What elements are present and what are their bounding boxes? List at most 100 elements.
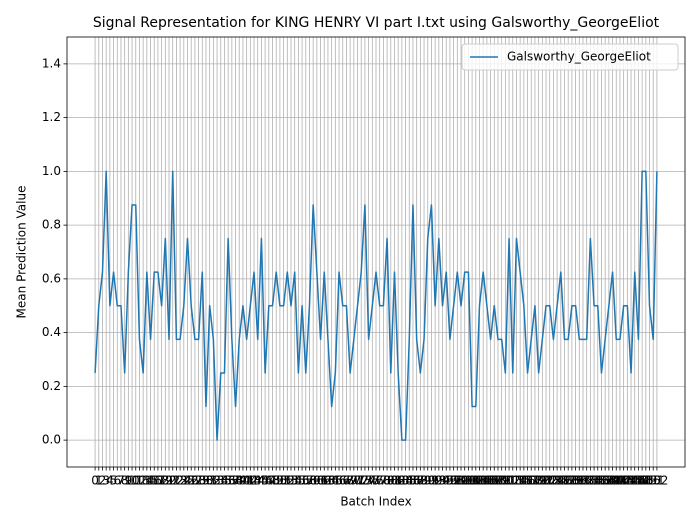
x-tick-label: 108 [483,474,506,488]
x-tick-label: 127 [553,474,576,488]
x-tick-label: 43 [246,474,261,488]
x-tick-label: 69 [342,474,357,488]
x-tick-label: 68 [339,474,354,488]
x-tick-label: 134 [579,474,602,488]
x-tick-label: 79 [379,474,394,488]
x-tick-label: 14 [139,474,154,488]
x-tick-label: 33 [209,474,224,488]
x-tick-label: 89 [416,474,431,488]
x-tick-label: 61 [313,474,328,488]
x-tick-label: 15 [143,474,158,488]
x-tick-label: 11 [128,474,143,488]
plot-frame [66,36,686,468]
x-tick-label: 99 [453,474,468,488]
x-tick-label: 23 [172,474,187,488]
x-tick-label: 85 [402,474,417,488]
x-tick-label: 86 [405,474,420,488]
x-tick-label: 50 [272,474,287,488]
x-tick-label: 129 [560,474,583,488]
x-tick-label: 2 [99,474,107,488]
x-tick-label: 118 [520,474,543,488]
x-tick-label: 112 [498,474,521,488]
x-tick-label: 137 [590,474,613,488]
x-tick-label: 72 [354,474,369,488]
x-tick-label: 139 [597,474,620,488]
x-tick-label: 122 [535,474,558,488]
x-tick-label: 96 [442,474,457,488]
x-axis-label: Batch Index [340,495,411,509]
x-tick-label: 13 [136,474,151,488]
x-tick-label: 80 [383,474,398,488]
x-tick-label: 150 [638,474,661,488]
y-tick-label: 0.8 [42,218,61,232]
x-tick-label: 3 [102,474,110,488]
x-tick-label: 48 [265,474,280,488]
x-tick-label: 75 [365,474,380,488]
x-tick-label: 57 [298,474,313,488]
x-tick-label: 29 [195,474,210,488]
x-tick-label: 94 [435,474,450,488]
x-tick-label: 125 [546,474,569,488]
x-tick-label: 133 [575,474,598,488]
x-tick-label: 46 [257,474,272,488]
x-tick-label: 36 [221,474,236,488]
x-tick-label: 81 [387,474,402,488]
x-tick-label: 40 [235,474,250,488]
x-tick-label: 130 [564,474,587,488]
x-tick-label: 149 [634,474,657,488]
x-tick-label: 38 [228,474,243,488]
x-tick-label: 120 [527,474,550,488]
x-tick-label: 105 [472,474,495,488]
x-tick-label: 145 [620,474,643,488]
y-tick-label: 1.2 [42,110,61,124]
x-tick-label: 55 [291,474,306,488]
x-tick-label: 77 [372,474,387,488]
x-tick-label: 64 [324,474,339,488]
x-tick-label: 65 [328,474,343,488]
x-tick-label: 104 [468,474,491,488]
x-tick-label: 140 [601,474,624,488]
x-tick-label: 152 [645,474,668,488]
x-tick-label: 97 [446,474,461,488]
x-tick-label: 126 [549,474,572,488]
legend-label: Galsworthy_GeorgeEliot [507,50,651,64]
x-tick-label: 117 [516,474,539,488]
x-tick-label: 10 [124,474,139,488]
legend-box [461,43,679,71]
x-tick-label: 114 [505,474,528,488]
x-tick-label: 141 [605,474,628,488]
x-tick-label: 16 [147,474,162,488]
x-tick-label: 47 [261,474,276,488]
chart-title: Signal Representation for KING HENRY VI … [93,15,660,31]
x-tick-label: 42 [243,474,258,488]
x-tick-label: 132 [572,474,595,488]
x-tick-label: 6 [113,474,121,488]
x-tick-label: 18 [154,474,169,488]
x-tick-label: 53 [283,474,298,488]
x-tick-label: 76 [368,474,383,488]
x-tick-label: 136 [586,474,609,488]
x-tick-label: 17 [150,474,165,488]
x-tick-label: 90 [420,474,435,488]
x-tick-label: 22 [169,474,184,488]
y-tick-label: 1.0 [42,164,61,178]
x-tick-label: 148 [631,474,654,488]
x-tick-label: 37 [224,474,239,488]
x-tick-label: 56 [294,474,309,488]
x-tick-label: 59 [306,474,321,488]
x-tick-label: 39 [232,474,247,488]
x-tick-label: 7 [117,474,125,488]
x-tick-label: 27 [187,474,202,488]
x-tick-label: 111 [494,474,517,488]
x-tick-label: 147 [627,474,650,488]
x-tick-label: 102 [461,474,484,488]
x-tick-label: 142 [608,474,631,488]
x-tick-label: 25 [180,474,195,488]
y-tick-label: 1.4 [42,56,61,70]
x-tick-label: 93 [431,474,446,488]
y-tick-label: 0.6 [42,271,61,285]
x-tick-label: 87 [409,474,424,488]
x-tick-label: 121 [531,474,554,488]
x-tick-label: 78 [376,474,391,488]
x-tick-label: 58 [302,474,317,488]
